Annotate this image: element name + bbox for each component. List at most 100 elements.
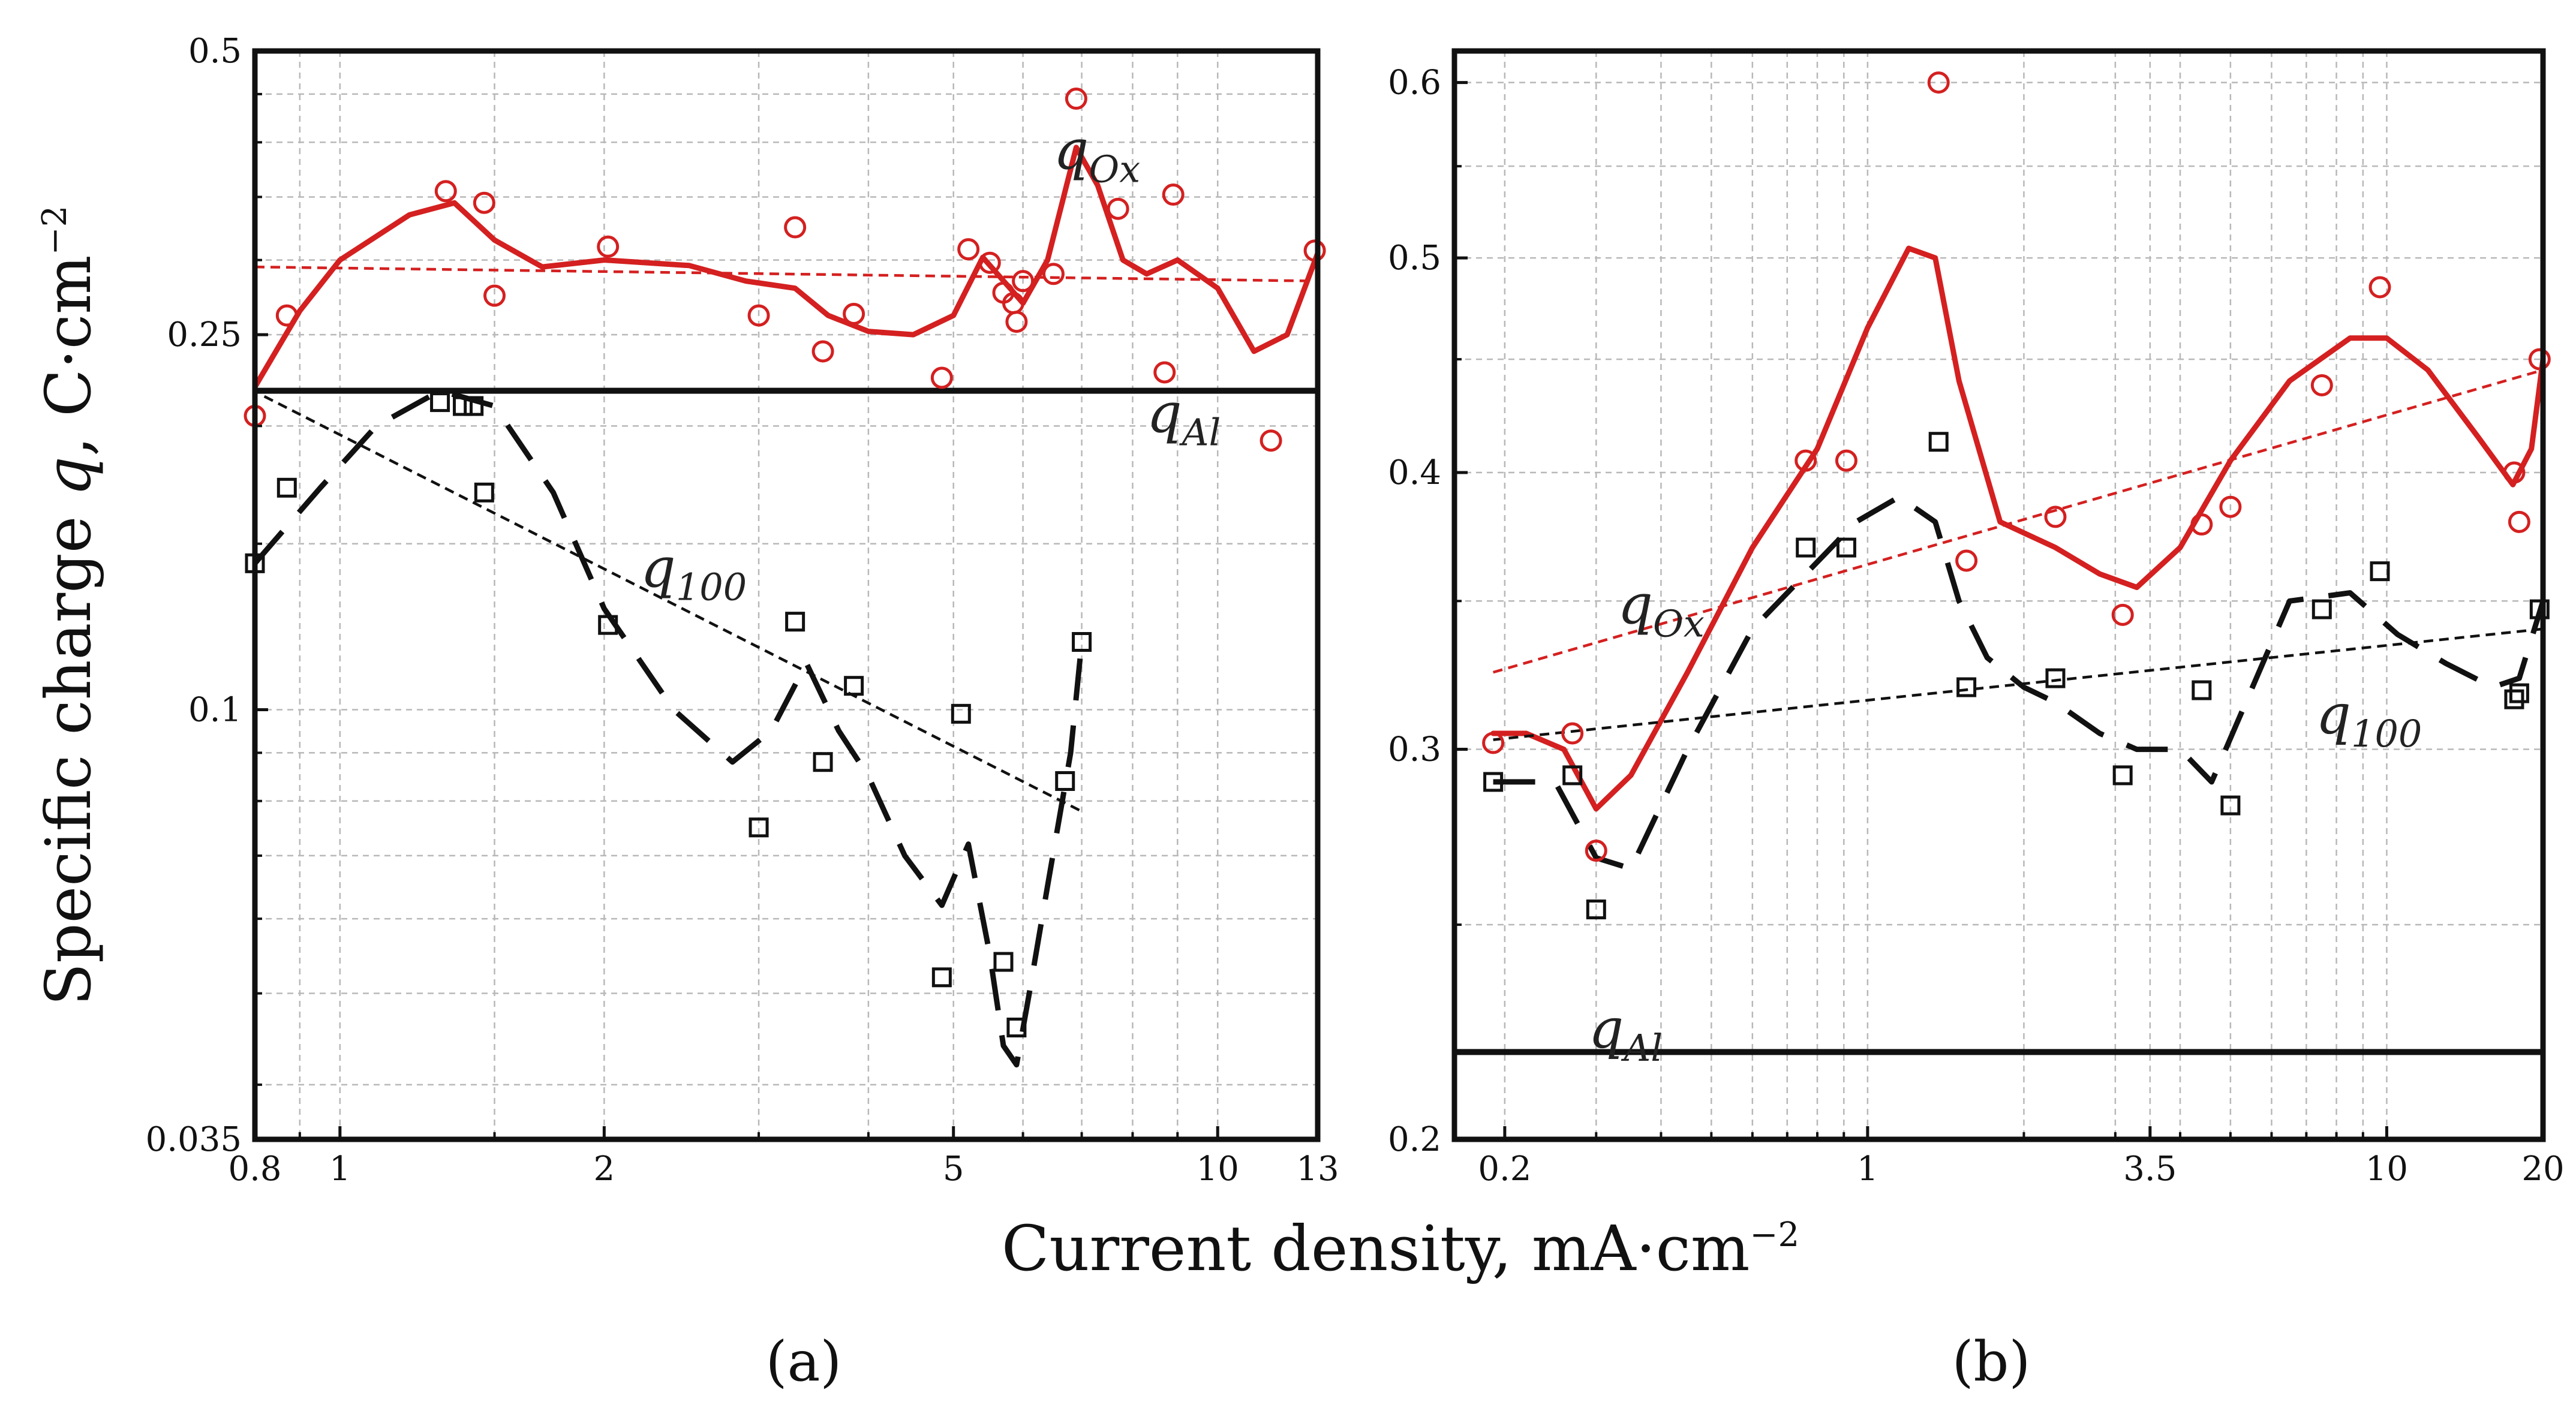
point-b-qox (2368, 276, 2391, 299)
point-b-qox (1585, 840, 1607, 862)
x-axis-title: Current density, mA·cm−2 (1002, 1212, 1799, 1285)
y-tick-label-a: 0.035 (146, 1120, 242, 1159)
point-b-qox (1955, 549, 1978, 572)
annotation-qox-a: qOx (1053, 118, 1140, 191)
point-a-q100 (1055, 771, 1075, 791)
panel-label-b: (b) (1952, 1329, 2031, 1394)
point-b-q100 (2504, 689, 2524, 709)
panel-label-a: (a) (766, 1329, 842, 1394)
plot-frame-a (252, 48, 1321, 1142)
point-a-qox (1260, 429, 1282, 452)
x-tick-label-a: 2 (594, 1150, 615, 1189)
point-a-qox (1042, 263, 1065, 285)
y-tick-label-a: 0.1 (188, 690, 242, 729)
point-b-q100 (2220, 795, 2241, 816)
point-a-q100 (813, 752, 833, 772)
series-b-qox-trend (1492, 368, 2543, 674)
y-axis-title: Specific charge q, C·cm−2 (32, 206, 105, 1006)
annotation-qox-b: qOx (1618, 572, 1705, 645)
point-a-qox (275, 304, 298, 327)
point-a-qox (597, 235, 620, 258)
point-a-q100 (951, 703, 971, 724)
point-a-qox (434, 180, 457, 203)
point-b-q100 (1956, 677, 1977, 697)
point-b-q100 (2529, 599, 2550, 619)
point-b-qox (2111, 603, 2134, 626)
point-a-qox (811, 340, 834, 363)
series-a-qox-spline (255, 145, 1318, 390)
point-a-q100 (1006, 1017, 1027, 1037)
point-b-q100 (2509, 683, 2529, 703)
point-a-qox (1162, 183, 1185, 206)
point-a-q100 (931, 967, 952, 988)
point-a-qox (1065, 88, 1087, 110)
point-b-q100 (2112, 765, 2133, 786)
y-tick-label-a: 0.25 (167, 315, 242, 354)
point-b-q100 (1928, 432, 1949, 452)
series-b-qox-spline (1490, 245, 2543, 812)
point-a-q100 (430, 392, 450, 413)
point-b-qox (2528, 348, 2551, 371)
point-a-q100 (453, 396, 473, 416)
x-tick-label-a: 10 (1197, 1150, 1239, 1189)
x-tick-label-a: 5 (943, 1150, 964, 1189)
point-b-qox (2508, 510, 2530, 533)
y-tick-label-b: 0.2 (1388, 1120, 1441, 1159)
point-b-qox (2310, 374, 2333, 396)
point-a-qox (957, 238, 980, 261)
annotation-qal-b: qAl (1589, 997, 1663, 1070)
series-a-qox-trend (255, 265, 1318, 282)
point-a-q100 (993, 952, 1014, 972)
point-b-qox (1795, 449, 1817, 472)
point-b-qox (2503, 461, 2526, 484)
point-b-q100 (2045, 668, 2066, 688)
point-a-qox (1153, 361, 1176, 384)
y-tick-label-b: 0.4 (1388, 453, 1441, 492)
x-tick-label-a: 0.8 (228, 1150, 281, 1189)
point-a-qox (1303, 239, 1326, 262)
point-a-qox (930, 366, 953, 389)
series-b-q100-spline (1493, 494, 2543, 872)
y-tick-label-b: 0.6 (1388, 64, 1441, 103)
series-b-q100-trend (1493, 627, 2543, 741)
x-tick-label-b: 20 (2521, 1150, 2564, 1189)
point-a-q100 (1072, 632, 1092, 652)
x-tick-label-b: 1 (1857, 1150, 1878, 1189)
annotation-q100-b: q100 (2316, 682, 2422, 756)
x-tick-label-b: 0.2 (1478, 1150, 1531, 1189)
point-b-q100 (2370, 561, 2390, 582)
point-b-q100 (1562, 765, 1583, 786)
point-a-qox (978, 251, 1001, 274)
point-b-q100 (2312, 599, 2332, 619)
point-a-qox (843, 302, 865, 325)
point-b-qox (2044, 506, 2067, 528)
point-a-q100 (598, 615, 618, 635)
point-b-q100 (2192, 680, 2212, 700)
annotation-q100-a: q100 (641, 536, 747, 609)
point-a-qox (1107, 197, 1129, 220)
point-a-q100 (785, 612, 805, 632)
point-a-q100 (464, 396, 484, 416)
point-a-qox (747, 304, 770, 327)
point-a-qox (483, 284, 506, 307)
series-a-q100-trend (263, 395, 1083, 813)
x-tick-label-a: 13 (1296, 1150, 1339, 1189)
y-tick-label-b: 0.5 (1388, 239, 1441, 278)
y-tick-label-b: 0.3 (1388, 730, 1441, 769)
point-a-qox (1012, 270, 1035, 293)
point-b-qox (1561, 722, 1584, 745)
point-a-qox (1005, 311, 1028, 333)
x-tick-label-b: 10 (2365, 1150, 2408, 1189)
point-b-qox (2190, 513, 2213, 536)
annotation-qal-a: qAl (1147, 381, 1221, 455)
point-b-qox (2219, 495, 2242, 518)
x-tick-label-b: 3.5 (2123, 1150, 2177, 1189)
point-a-q100 (474, 482, 494, 503)
plot-frame-b (1451, 48, 2546, 1142)
point-b-q100 (1586, 899, 1606, 920)
point-b-qox (1927, 71, 1950, 94)
point-a-q100 (276, 477, 297, 498)
x-tick-label-a: 1 (329, 1150, 351, 1189)
